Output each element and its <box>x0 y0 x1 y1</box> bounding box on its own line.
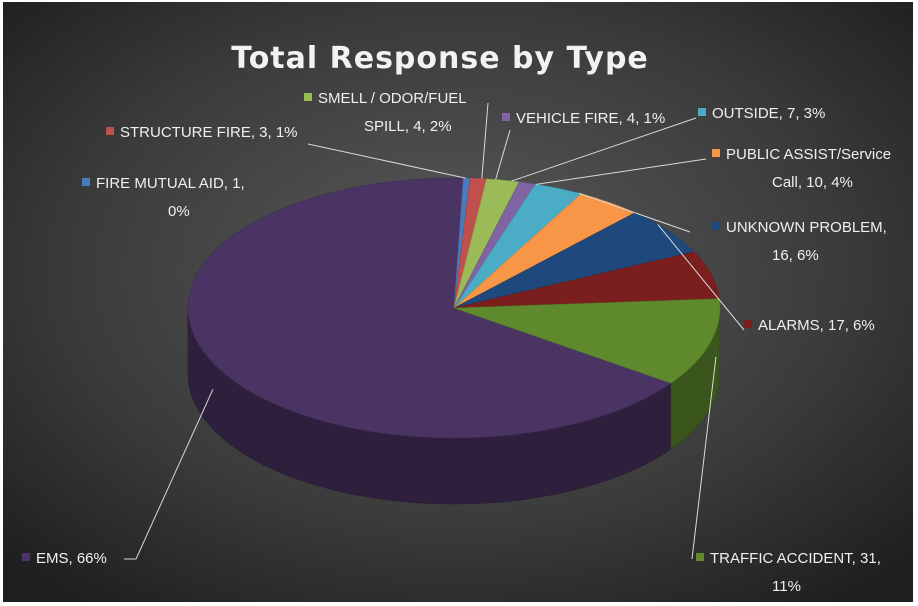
legend-swatch-fire-mutual-aid <box>82 178 90 186</box>
pie-slices <box>187 177 721 439</box>
label-leaders <box>124 102 745 560</box>
data-label-outside: OUTSIDE, 7, 3% <box>712 105 825 122</box>
data-label-fire-mutual-aid: FIRE MUTUAL AID, 1, 0% <box>96 175 245 220</box>
leader-line-unknown-problem <box>578 192 691 233</box>
data-label-alarms: ALARMS, 17, 6% <box>758 317 875 334</box>
data-label-structure-fire: STRUCTURE FIRE, 3, 1% <box>120 124 298 141</box>
legend-swatch-smell-odor-fuel-spill <box>304 93 312 101</box>
data-label-vehicle-fire: VEHICLE FIRE, 4, 1% <box>516 110 665 127</box>
legend-swatch-traffic-accident <box>696 553 704 561</box>
chart-title: Total Response by Type <box>231 41 649 76</box>
leader-line-public-assist-service-call <box>536 158 707 185</box>
legend-swatch-alarms <box>744 320 752 328</box>
data-label-ems: EMS, 66% <box>36 550 107 567</box>
leader-line-outside <box>511 117 697 182</box>
leader-line-traffic-accident <box>691 356 717 560</box>
legend-swatch-outside <box>698 108 706 116</box>
leader-line-alarms <box>657 224 745 331</box>
slice-traffic-accident <box>453 298 721 384</box>
data-label-smell-odor-fuel-spill: SMELL / ODOR/FUEL SPILL, 4, 2% <box>318 90 467 135</box>
legend-swatch-ems <box>22 553 30 561</box>
data-label-public-assist-service-call: PUBLIC ASSIST/Service Call, 10, 4% <box>726 146 891 191</box>
slice-ems <box>187 177 672 439</box>
data-label-traffic-accident: TRAFFIC ACCIDENT, 31, 11% <box>710 550 881 595</box>
leader-line-smell-odor-fuel-spill <box>481 102 489 179</box>
data-label-unknown-problem: UNKNOWN PROBLEM, 16, 6% <box>726 219 887 264</box>
leader-line-vehicle-fire <box>495 129 511 180</box>
legend-swatch-structure-fire <box>106 127 114 135</box>
slice-labels: EMS, 66% FIRE MUTUAL AID, 1, 0% STRUCTURE F… <box>22 90 891 595</box>
leader-line-ems <box>124 389 214 560</box>
leader-line-structure-fire <box>307 143 466 179</box>
legend-swatch-vehicle-fire <box>502 113 510 121</box>
legend-swatch-unknown-problem <box>712 222 720 230</box>
legend-swatch-public-assist-service-call <box>712 149 720 157</box>
